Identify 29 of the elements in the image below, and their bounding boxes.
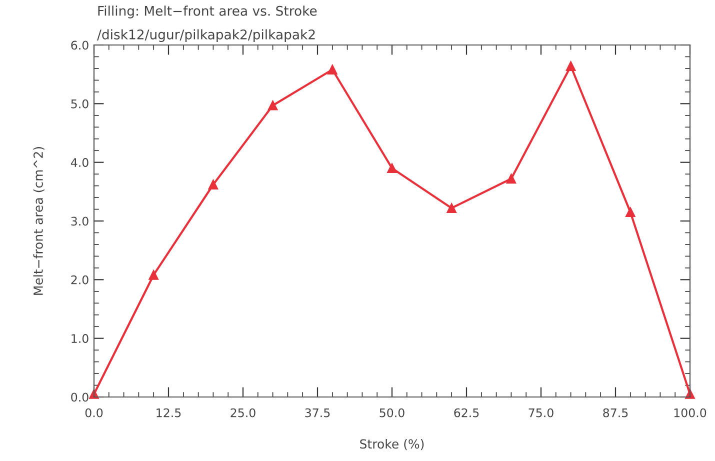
point <box>268 100 278 110</box>
x-tick-label: 37.5 <box>305 408 330 418</box>
x-tick-label: 0.0 <box>85 408 103 418</box>
point <box>506 174 516 184</box>
y-tick-label: 4.0 <box>70 158 88 167</box>
y-tick-label: 2.0 <box>71 275 88 284</box>
point <box>446 203 456 213</box>
x-tick-label: 25.0 <box>230 408 256 418</box>
x-tick-label: 100.0 <box>674 408 706 418</box>
y-axis-title: Melt−front area (cm^2) <box>33 147 44 295</box>
point <box>148 270 158 280</box>
x-tick-label: 50.0 <box>380 408 404 418</box>
x-axis-title: Stroke (%) <box>360 438 424 450</box>
x-tick-label: 62.5 <box>454 408 479 418</box>
y-tick-label: 1.0 <box>72 334 88 343</box>
point <box>328 64 338 74</box>
point <box>626 207 636 218</box>
chart-title: Filling: Melt−front area vs. Stroke <box>98 6 317 18</box>
y-tick-label: 3.0 <box>71 216 88 226</box>
x-tick-label: 87.5 <box>603 408 628 418</box>
point <box>208 180 218 190</box>
x-tick-label: 12.5 <box>156 408 181 418</box>
y-tick-label: 0.0 <box>71 392 88 402</box>
point <box>566 61 576 71</box>
point <box>387 163 397 174</box>
chart-subtitle: /disk12/ugur/pilkapak2/pilkapak2 <box>97 29 315 42</box>
y-tick-label: 6.0 <box>71 40 88 50</box>
y-tick-label: 5.0 <box>71 99 88 108</box>
x-tick-label: 75.0 <box>528 408 554 418</box>
